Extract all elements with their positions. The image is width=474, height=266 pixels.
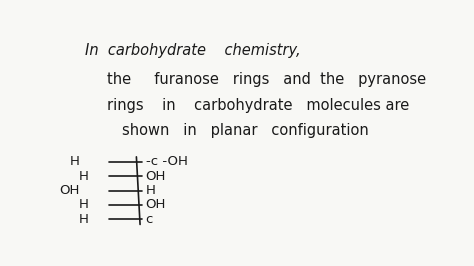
Text: OH: OH — [146, 198, 166, 211]
Text: In  carbohydrate    chemistry,: In carbohydrate chemistry, — [85, 43, 301, 58]
Text: H: H — [79, 170, 89, 183]
Text: rings    in    carbohydrate   molecules are: rings in carbohydrate molecules are — [107, 98, 409, 113]
Text: c: c — [146, 213, 153, 226]
Text: OH: OH — [59, 184, 80, 197]
Text: the     furanose   rings   and  the   pyranose: the furanose rings and the pyranose — [107, 72, 426, 86]
Text: H: H — [146, 184, 155, 197]
Text: H: H — [70, 156, 80, 168]
Text: H: H — [79, 198, 89, 211]
Text: H: H — [79, 213, 89, 226]
Text: -c -OH: -c -OH — [146, 156, 187, 168]
Text: shown   in   planar   configuration: shown in planar configuration — [122, 123, 368, 138]
Text: OH: OH — [146, 170, 166, 183]
